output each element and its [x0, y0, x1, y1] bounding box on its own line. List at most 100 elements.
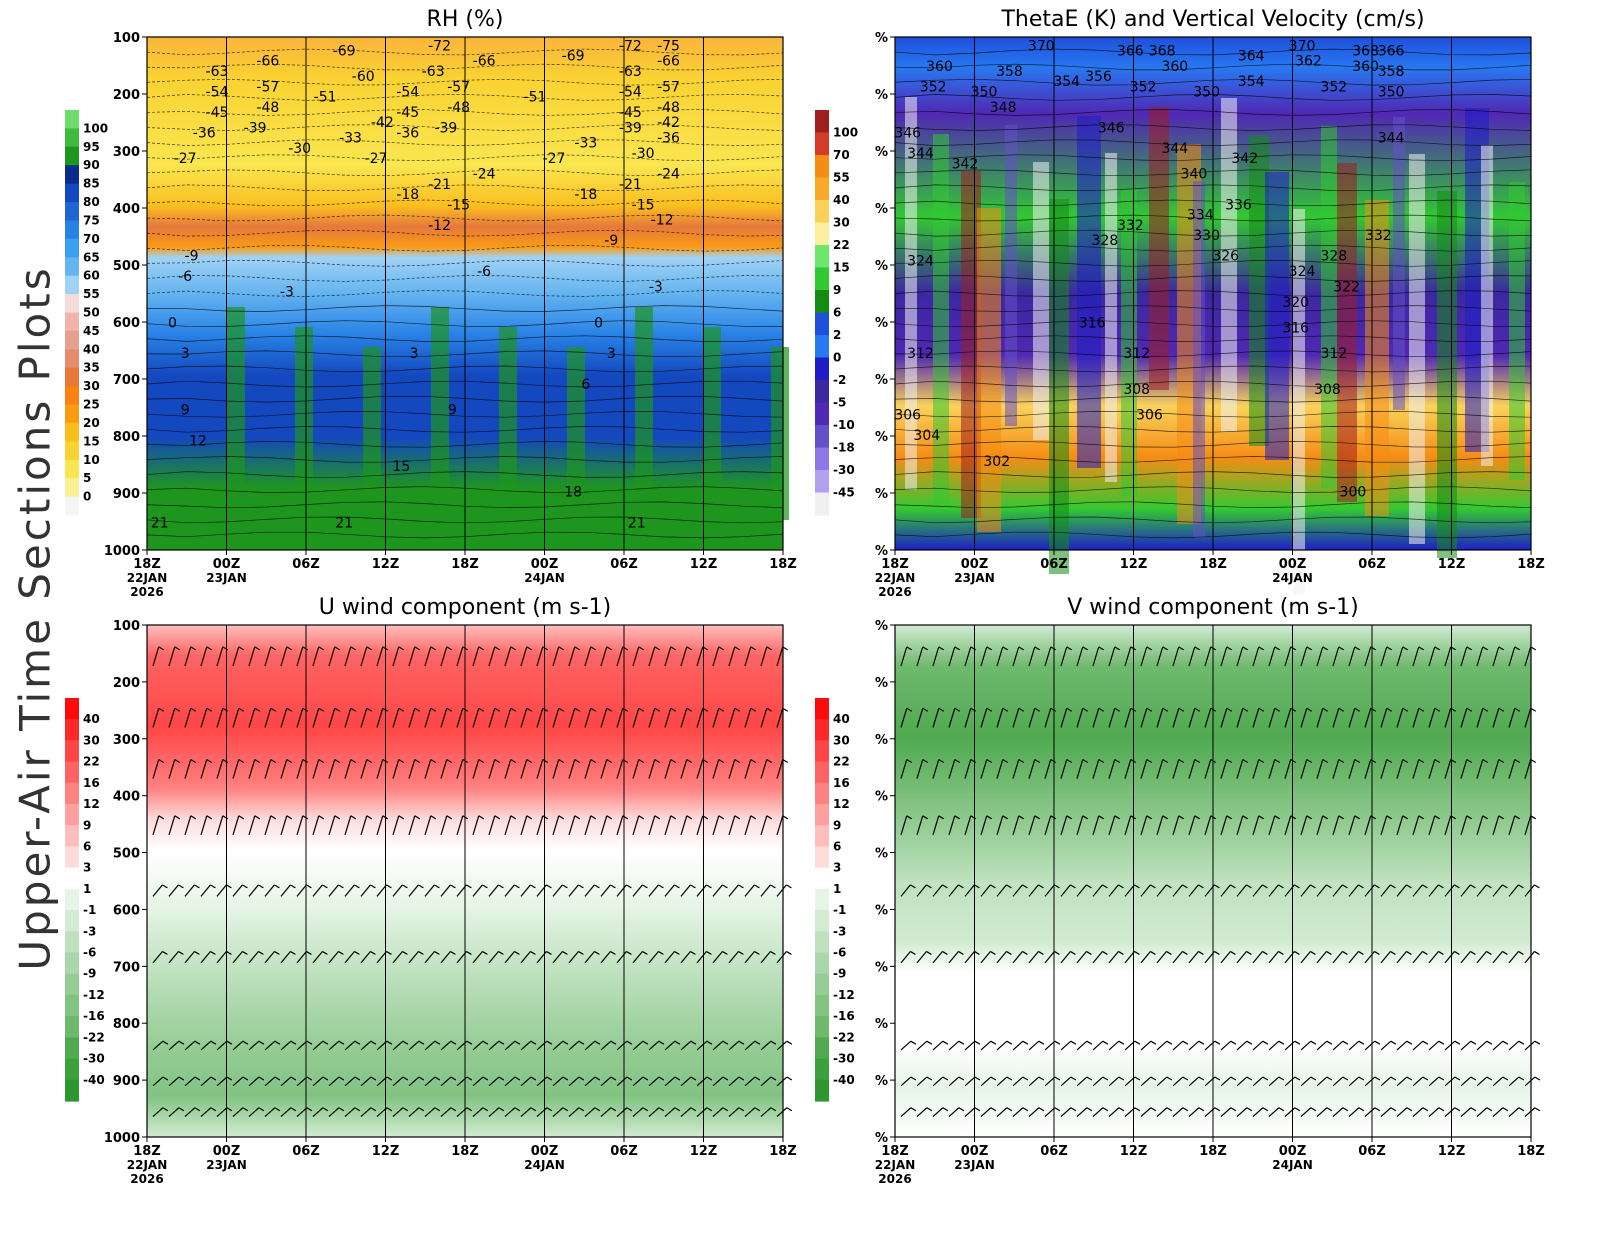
wind-barb-flag	[738, 1076, 745, 1081]
wind-barb-flag	[354, 1076, 361, 1081]
wind-barb-flag	[954, 646, 961, 651]
y-tick-label: %	[875, 88, 888, 103]
velocity-streak	[1481, 145, 1493, 466]
wind-barb-flag	[1386, 758, 1393, 764]
wind-barb	[1364, 646, 1372, 667]
legend-label: 70	[83, 232, 100, 246]
contour-label: 358	[996, 64, 1023, 80]
contour-label: 370	[1028, 38, 1055, 54]
wind-barb-flag	[450, 884, 456, 889]
legend-swatch	[65, 1058, 79, 1081]
wind-barb	[424, 759, 432, 779]
wind-barb-flag	[1454, 950, 1460, 955]
wind-barb	[1044, 1107, 1056, 1117]
wind-barb	[184, 708, 192, 728]
legend-label: 12	[833, 797, 850, 811]
wind-barb-flag	[1034, 707, 1041, 712]
y-tick-label: %	[875, 31, 888, 46]
wind-barb-flag	[1214, 1107, 1221, 1112]
x-date-label: 23JAN	[954, 1158, 995, 1172]
wind-barb	[1284, 815, 1292, 836]
wind-barb	[200, 646, 208, 667]
wind-barb-flag	[1326, 1076, 1333, 1081]
legend-swatch	[65, 973, 79, 996]
wind-barb-flag	[334, 707, 341, 712]
wind-barb	[776, 1076, 788, 1087]
wind-barb-flag	[190, 815, 197, 820]
legend-label: -9	[83, 967, 96, 981]
contour-label: -6	[477, 264, 491, 280]
wind-barb-flag	[274, 950, 280, 955]
wind-barb-flag	[366, 646, 373, 651]
wind-barb-flag	[1418, 758, 1425, 764]
wind-barb-flag	[738, 950, 744, 955]
wind-barb	[1364, 951, 1375, 964]
y-tick-label: %	[875, 960, 888, 975]
wind-barb-flag	[542, 646, 549, 651]
wind-barb-flag	[306, 1076, 313, 1081]
contour-label: -66	[256, 54, 279, 70]
wind-barb-flag	[158, 815, 165, 820]
y-tick-label: 300	[113, 733, 140, 748]
wind-barb	[1508, 1107, 1520, 1117]
legend-label: -5	[833, 396, 846, 410]
wind-barb	[1364, 1076, 1376, 1087]
wind-barb-flag	[1306, 758, 1313, 764]
wind-barb-flag	[990, 1076, 997, 1081]
wind-barb	[152, 951, 163, 964]
wind-barb	[980, 646, 988, 667]
wind-barb-flag	[1390, 950, 1396, 955]
wind-barb-flag	[1034, 646, 1041, 651]
wind-barb-flag	[418, 950, 424, 955]
contour-label: 360	[1352, 59, 1379, 75]
wind-barb-flag	[1102, 1076, 1109, 1081]
wind-barb	[948, 1076, 960, 1087]
wind-barb	[1188, 1076, 1200, 1087]
wind-barb-flag	[1246, 1076, 1253, 1081]
x-tick-label: 00Z	[531, 557, 559, 572]
contour-label: -57	[256, 79, 279, 95]
wind-barb	[1524, 1076, 1536, 1087]
wind-barb	[552, 1107, 564, 1117]
wind-barb	[1172, 708, 1180, 728]
x-tick-label: 06Z	[292, 557, 320, 572]
wind-barb	[424, 1107, 436, 1117]
legend-label: 22	[83, 755, 100, 769]
legend-label: 30	[833, 733, 850, 747]
wind-barb-flag	[674, 950, 680, 955]
legend-swatch	[65, 404, 79, 424]
wind-barb-flag	[238, 646, 245, 651]
wind-barb-flag	[558, 815, 565, 820]
legend-swatch	[65, 888, 79, 911]
wind-barb	[504, 884, 515, 897]
wind-barb	[1476, 1040, 1488, 1051]
wind-barb	[1156, 951, 1167, 964]
wind-barb-flag	[654, 707, 661, 712]
legend-swatch	[65, 719, 79, 742]
wind-barb	[980, 884, 991, 897]
legend-label: 50	[83, 306, 100, 320]
wind-barb-flag	[242, 1076, 249, 1081]
wind-barb	[1396, 1040, 1408, 1051]
wind-barb-flag	[286, 646, 293, 651]
velocity-streak	[1509, 182, 1525, 480]
wind-barb	[1300, 1076, 1312, 1087]
y-tick-label: %	[875, 487, 888, 502]
wind-barb	[1060, 1040, 1072, 1051]
wind-barb	[1108, 884, 1119, 897]
x-tick-label: 18Z	[451, 1144, 479, 1159]
contour-label: -36	[193, 125, 216, 141]
wind-barb-flag	[926, 1076, 933, 1081]
wind-barb-flag	[1098, 758, 1105, 764]
contour-label: 3	[181, 346, 190, 362]
wind-barb	[184, 815, 192, 836]
wind-barb-flag	[194, 1040, 201, 1045]
wind-barb-flag	[466, 1040, 473, 1045]
wind-barb-flag	[1514, 707, 1521, 712]
legend-label: 20	[83, 416, 100, 430]
wind-barb-flag	[1262, 1040, 1269, 1045]
wind-barb	[1460, 1040, 1472, 1051]
wind-barb-flag	[338, 1076, 345, 1081]
wind-barb-flag	[990, 1040, 997, 1045]
wind-barb	[568, 884, 579, 897]
